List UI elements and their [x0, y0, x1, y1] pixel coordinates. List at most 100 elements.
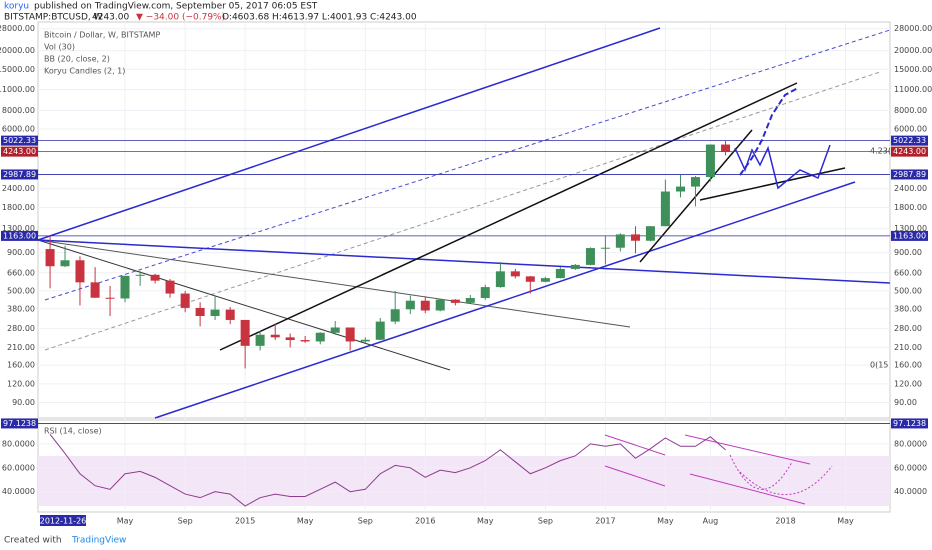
candle-body: [555, 268, 565, 279]
level-label: 1163.00: [893, 231, 926, 240]
y-tick-label: 120.00: [894, 379, 922, 388]
y-tick-label: 160.00: [7, 361, 35, 370]
x-tick-label: May: [477, 517, 494, 526]
x-tick-label: May: [297, 517, 314, 526]
candle-body: [300, 340, 310, 342]
level-label: 2987.89: [893, 170, 926, 179]
candle-body: [330, 327, 340, 333]
y-tick-label: 6000.00: [2, 125, 35, 134]
candle-body: [210, 309, 220, 316]
y-tick-label: 40.0000: [2, 487, 35, 496]
y-tick-label: 500.00: [894, 286, 922, 295]
candle-body: [345, 327, 355, 342]
y-tick-label: 120.00: [7, 379, 35, 388]
candle-body: [225, 309, 235, 320]
y-tick-label: 160.00: [894, 361, 922, 370]
y-tick-label: 900.00: [894, 248, 922, 257]
header-published: published on TradingView.com, September …: [34, 2, 318, 12]
y-tick-label: 15000.00: [894, 65, 932, 74]
trendline: [699, 167, 846, 201]
candle-body: [195, 307, 205, 316]
y-tick-label: 660.00: [894, 268, 922, 277]
level-label-box: [891, 169, 928, 180]
y-tick-label: 1800.00: [2, 203, 35, 212]
candle-body: [75, 260, 85, 283]
candle-body: [435, 299, 445, 311]
header-last: 4243.00: [92, 13, 129, 23]
candle-body: [690, 177, 700, 187]
candle-body: [315, 332, 325, 342]
candle-body: [375, 321, 385, 340]
candle-body: [465, 298, 475, 303]
header-change: ▼ −34.00 (−0.79%): [136, 13, 225, 23]
y-tick-label: 380.00: [7, 304, 35, 313]
y-tick-label: 1300.00: [894, 224, 927, 233]
candle-body: [135, 274, 145, 276]
y-tick-label: 60.0000: [2, 463, 35, 472]
y-tick-label: 900.00: [7, 248, 35, 257]
y-tick-label: 11000.00: [894, 85, 932, 94]
candle-body: [255, 334, 265, 346]
y-tick-label: 20000.00: [894, 46, 932, 55]
y-tick-label: 60.0000: [894, 463, 927, 472]
header-author: koryu: [4, 2, 29, 12]
y-tick-label: 380.00: [894, 304, 922, 313]
header-symbol: BITSTAMP:BTCUSD, W: [4, 13, 103, 23]
y-tick-label: 280.00: [894, 324, 922, 333]
y-tick-label: 20000.00: [0, 46, 35, 55]
cursor-date: 2012-11-26: [40, 517, 87, 526]
candle-body: [120, 275, 130, 299]
footer-created: Created with: [4, 536, 62, 546]
rsi-forecast: [729, 454, 793, 490]
trendline: [219, 82, 798, 351]
y-tick-label: 660.00: [7, 268, 35, 277]
trendline: [154, 181, 856, 419]
y-tick-label: 80.0000: [894, 439, 927, 448]
level-label-box: [891, 146, 928, 157]
x-tick-label: May: [117, 517, 134, 526]
candle-body: [570, 264, 580, 269]
x-tick-label: 2015: [235, 517, 255, 526]
rsi-channel: [604, 465, 666, 487]
y-tick-label: 210.00: [7, 343, 35, 352]
candle-body: [60, 260, 70, 267]
fib-label: 0(15: [870, 361, 888, 370]
trendline: [44, 29, 891, 301]
candle-body: [180, 293, 190, 308]
cursor-date-box: [40, 515, 86, 526]
candle-body: [105, 297, 115, 299]
y-tick-label: 28000.00: [894, 24, 932, 33]
x-tick-label: 2016: [415, 517, 435, 526]
candle-body: [405, 300, 415, 310]
level-label: 5022.33: [893, 136, 926, 145]
y-tick-label: 2400.00: [2, 184, 35, 193]
x-tick-label: May: [657, 517, 674, 526]
trendline: [37, 27, 661, 241]
x-tick-label: Sep: [358, 517, 373, 526]
candle-body: [480, 287, 490, 299]
y-tick-label: 2400.00: [894, 184, 927, 193]
candle-body: [540, 278, 550, 282]
candle-body: [676, 186, 686, 192]
y-tick-label: 6000.00: [894, 125, 927, 134]
candle-body: [721, 144, 731, 152]
level-label-box: [891, 418, 928, 429]
y-tick-label: 40.0000: [894, 487, 927, 496]
legend-entry: Bitcoin / Dollar, W, BITSTAMP: [44, 31, 160, 40]
x-tick-label: Sep: [178, 517, 193, 526]
y-tick-label: 80.0000: [2, 439, 35, 448]
level-label-box: [1, 230, 38, 241]
candle-body: [585, 248, 595, 265]
y-tick-label: 8000.00: [894, 106, 927, 115]
level-label: 2987.89: [3, 170, 36, 179]
y-tick-label: 1300.00: [2, 224, 35, 233]
y-tick-label: 280.00: [7, 324, 35, 333]
candle-body: [450, 299, 460, 303]
level-label-box: [1, 418, 38, 429]
main-pane: [37, 21, 891, 419]
y-tick-label: 1800.00: [894, 203, 927, 212]
candle-body: [420, 300, 430, 311]
level-label: 97.1238: [3, 419, 36, 428]
level-label: 1163.00: [3, 231, 36, 240]
